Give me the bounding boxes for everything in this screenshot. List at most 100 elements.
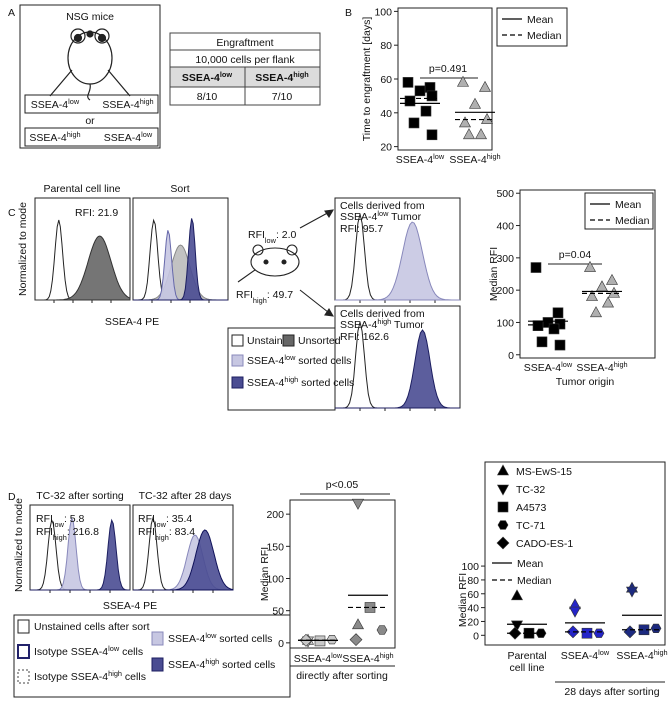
text-part: low (284, 353, 296, 362)
text-part: high (140, 97, 154, 106)
text-part: SSEA-4 (396, 154, 434, 166)
text-part: high (253, 296, 267, 305)
text-part: SSEA-4 (182, 72, 220, 84)
text-part: high (614, 360, 628, 369)
y-tick-label: 20 (380, 142, 392, 154)
group-label: directly after sorting (296, 670, 388, 682)
histogram-title: Sort (170, 183, 189, 195)
histogram-title: TC-32 after 28 days (139, 490, 232, 502)
legend-label: Isotype SSEA-4high cells (34, 669, 146, 684)
legend-swatch (231, 334, 244, 347)
text-part: low (53, 520, 65, 529)
y-tick-label: 0 (278, 638, 284, 650)
y-tick-label: 40 (467, 603, 479, 615)
data-point (478, 80, 492, 92)
legend-label: Median (615, 215, 650, 227)
x-tick-label: SSEA-4high (616, 648, 667, 663)
text-part: high (155, 533, 169, 542)
y-axis-label: Median RFI (488, 247, 500, 301)
option-label: SSEA-4low (104, 130, 153, 145)
option-label: SSEA-4high (102, 97, 153, 112)
legend-label: Median (517, 575, 552, 587)
rfi-label: RFIhigh: 49.7 (236, 289, 293, 305)
data-point (530, 262, 542, 273)
legend-marker (496, 464, 510, 476)
histogram-unsorted (35, 235, 131, 301)
legend-marker (497, 501, 509, 513)
data-point (474, 128, 488, 140)
text-part: sorted cells (219, 659, 275, 671)
text-part: low (108, 644, 120, 653)
text-part: high (487, 152, 501, 161)
data-point (554, 339, 566, 351)
legend-label: Mean (517, 558, 543, 570)
data-point (426, 90, 438, 102)
x-tick-label: Parental (507, 650, 546, 662)
legend-label: SSEA-4low sorted cells (247, 353, 351, 368)
text-part: SSEA-4 (340, 319, 378, 331)
legend-label: SSEA-4high sorted cells (247, 375, 354, 390)
plot-frame (519, 189, 656, 359)
y-tick-label: 100 (374, 6, 392, 18)
data-point (607, 286, 621, 298)
data-point (625, 586, 639, 598)
y-axis-label: Median RFI (259, 547, 271, 601)
x-axis-label: Tumor origin (556, 376, 615, 388)
data-point (650, 623, 662, 634)
data-point (581, 627, 593, 639)
panel-label: A (8, 7, 15, 19)
x-tick-label: cell line (509, 662, 544, 674)
box-text: Cells derived from (340, 200, 425, 212)
box-text: RFI: 95.7 (340, 223, 383, 235)
data-point (593, 628, 605, 638)
text-part: Tumor (388, 211, 421, 223)
histogram-tumor (335, 221, 460, 301)
text-part: RFI (138, 513, 155, 525)
y-tick-label: 400 (496, 221, 514, 233)
y-tick-label: 100 (496, 317, 514, 329)
table-title: Engraftment (216, 37, 273, 49)
text-part: low (598, 648, 610, 657)
text-part: high (108, 669, 122, 678)
data-point (583, 260, 597, 272)
legend-swatch (17, 669, 30, 684)
data-point (510, 589, 524, 601)
text-part: SSEA-4 (294, 653, 332, 665)
data-point (326, 635, 338, 645)
x-tick-label: SSEA-4low (294, 651, 343, 666)
legend-label: TC-32 (516, 484, 545, 496)
text-part: : 2.0 (276, 229, 297, 241)
data-point (376, 625, 388, 635)
legend-marker (497, 520, 509, 530)
legend-marker (496, 536, 510, 550)
text-part: SSEA-4 (340, 211, 378, 223)
text-part: sorted cells (298, 377, 354, 389)
data-point (468, 97, 482, 109)
data-point (536, 336, 548, 348)
text-part: SSEA-4 (247, 355, 285, 367)
mouse-drawing (49, 28, 131, 101)
text-part: SSEA-4 (616, 650, 654, 662)
text-part: high (380, 651, 394, 660)
data-point (408, 117, 420, 129)
text-part: high (53, 533, 67, 542)
box-text: SSEA-4low Tumor (340, 209, 422, 224)
data-point (456, 75, 470, 87)
legend-swatch (231, 354, 244, 367)
group-label: 28 days after sorting (564, 686, 659, 698)
rfi-label: RFIhigh: 216.8 (36, 526, 99, 542)
text-part: low (155, 520, 167, 529)
legend-frame (496, 7, 568, 47)
option-box (24, 127, 159, 147)
text-part: SSEA-4 (561, 650, 599, 662)
y-tick-label: 100 (266, 574, 284, 586)
panel-label: C (8, 207, 16, 219)
y-tick-label: 200 (496, 285, 514, 297)
text-part: Tumor (391, 319, 424, 331)
text-part: low (141, 130, 153, 139)
y-axis-label: Median RFI (457, 573, 469, 627)
text-part: Parental (507, 650, 546, 662)
text-part: SSEA-4 (168, 633, 206, 645)
histogram-high (133, 529, 234, 591)
